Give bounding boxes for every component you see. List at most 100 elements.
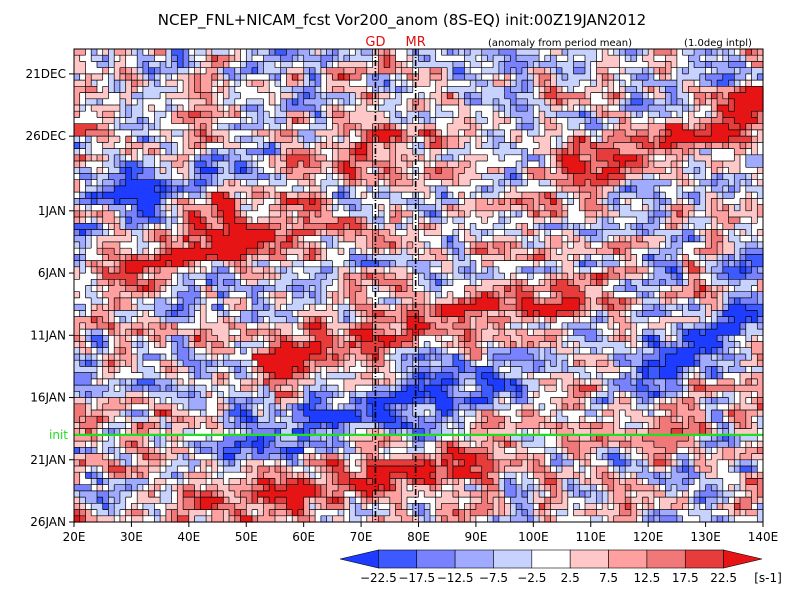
heatmap-cell — [320, 248, 328, 255]
heatmap-cell — [636, 80, 644, 87]
heatmap-cell — [521, 297, 529, 305]
heatmap-cell — [516, 117, 523, 125]
heatmap-cell — [349, 223, 356, 231]
heatmap-cell — [183, 129, 190, 137]
heatmap-cell — [757, 161, 764, 168]
heatmap-cell — [211, 260, 219, 268]
heatmap-cell — [705, 217, 712, 224]
heatmap-cell — [217, 229, 224, 237]
heatmap-cell — [510, 229, 517, 237]
heatmap-cell — [384, 73, 391, 81]
heatmap-cell — [183, 217, 190, 224]
heatmap-cell — [711, 148, 718, 156]
heatmap-cell — [148, 154, 155, 162]
heatmap-cell — [464, 73, 471, 81]
heatmap-cell — [165, 210, 173, 218]
heatmap-cell — [211, 55, 219, 63]
heatmap-cell — [177, 204, 184, 212]
heatmap-cell — [717, 217, 724, 224]
heatmap-cell — [447, 192, 454, 199]
heatmap-cell — [355, 136, 362, 143]
heatmap-cell — [636, 192, 644, 199]
heatmap-cell — [464, 241, 471, 249]
heatmap-cell — [361, 254, 368, 262]
heatmap-cell — [389, 49, 397, 56]
heatmap-cell — [263, 167, 270, 175]
heatmap-cell — [458, 92, 466, 100]
heatmap-cell — [556, 142, 563, 150]
heatmap-cell — [137, 67, 144, 75]
heatmap-cell — [562, 55, 569, 63]
heatmap-cell — [671, 98, 678, 106]
heatmap-cell — [694, 61, 701, 69]
heatmap-cell — [194, 204, 201, 212]
heatmap-cell — [269, 61, 276, 69]
heatmap-cell — [579, 111, 586, 119]
heatmap-cell — [229, 217, 236, 224]
heatmap-cell — [516, 285, 523, 293]
heatmap-cell — [533, 123, 540, 131]
heatmap-cell — [418, 279, 425, 287]
heatmap-cell — [102, 273, 110, 280]
heatmap-cell — [96, 123, 104, 131]
heatmap-cell — [315, 229, 322, 237]
heatmap-cell — [533, 248, 540, 255]
heatmap-cell — [475, 223, 483, 231]
heatmap-cell — [240, 179, 247, 187]
heatmap-cell — [206, 148, 213, 156]
heatmap-cell — [470, 49, 477, 56]
heatmap-cell — [251, 161, 259, 168]
heatmap-cell — [625, 61, 632, 69]
heatmap-cell — [257, 204, 265, 212]
heatmap-cell — [648, 98, 655, 106]
heatmap-cell — [79, 291, 87, 299]
heatmap-cell — [229, 229, 236, 237]
heatmap-cell — [556, 148, 563, 156]
heatmap-cell — [366, 67, 374, 75]
heatmap-cell — [671, 241, 678, 249]
heatmap-cell — [556, 105, 563, 112]
heatmap-cell — [338, 55, 345, 63]
heatmap-cell — [613, 254, 621, 262]
heatmap-cell — [676, 291, 684, 299]
heatmap-cell — [464, 266, 471, 274]
heatmap-cell — [475, 161, 483, 168]
heatmap-cell — [188, 185, 196, 193]
heatmap-cell — [740, 55, 747, 63]
heatmap-cell — [665, 279, 672, 287]
heatmap-cell — [699, 86, 707, 94]
heatmap-cell — [567, 241, 575, 249]
heatmap-cell — [303, 49, 311, 56]
heatmap-cell — [475, 61, 483, 69]
heatmap-cell — [384, 123, 391, 131]
heatmap-cell — [332, 98, 339, 106]
heatmap-cell — [200, 223, 207, 231]
heatmap-cell — [119, 279, 127, 287]
heatmap-cell — [223, 105, 230, 112]
heatmap-cell — [602, 86, 609, 94]
heatmap-cell — [246, 266, 253, 274]
heatmap-cell — [435, 73, 443, 81]
heatmap-cell — [217, 167, 224, 175]
heatmap-cell — [74, 179, 81, 187]
heatmap-cell — [114, 210, 121, 218]
heatmap-cell — [665, 173, 672, 181]
heatmap-cell — [326, 111, 333, 119]
heatmap-cell — [102, 67, 110, 75]
heatmap-cell — [544, 235, 552, 243]
heatmap-cell — [200, 241, 207, 249]
heatmap-cell — [475, 185, 483, 193]
heatmap-cell — [424, 254, 431, 262]
heatmap-cell — [556, 73, 563, 81]
heatmap-cell — [343, 254, 351, 262]
heatmap-cell — [332, 105, 339, 112]
heatmap-cell — [125, 273, 133, 280]
heatmap-cell — [648, 204, 655, 212]
heatmap-cell — [160, 129, 167, 137]
heatmap-cell — [223, 111, 230, 119]
heatmap-cell — [395, 92, 402, 100]
heatmap-cell — [165, 92, 173, 100]
heatmap-cell — [194, 241, 201, 249]
heatmap-cell — [240, 260, 247, 268]
heatmap-cell — [246, 229, 253, 237]
